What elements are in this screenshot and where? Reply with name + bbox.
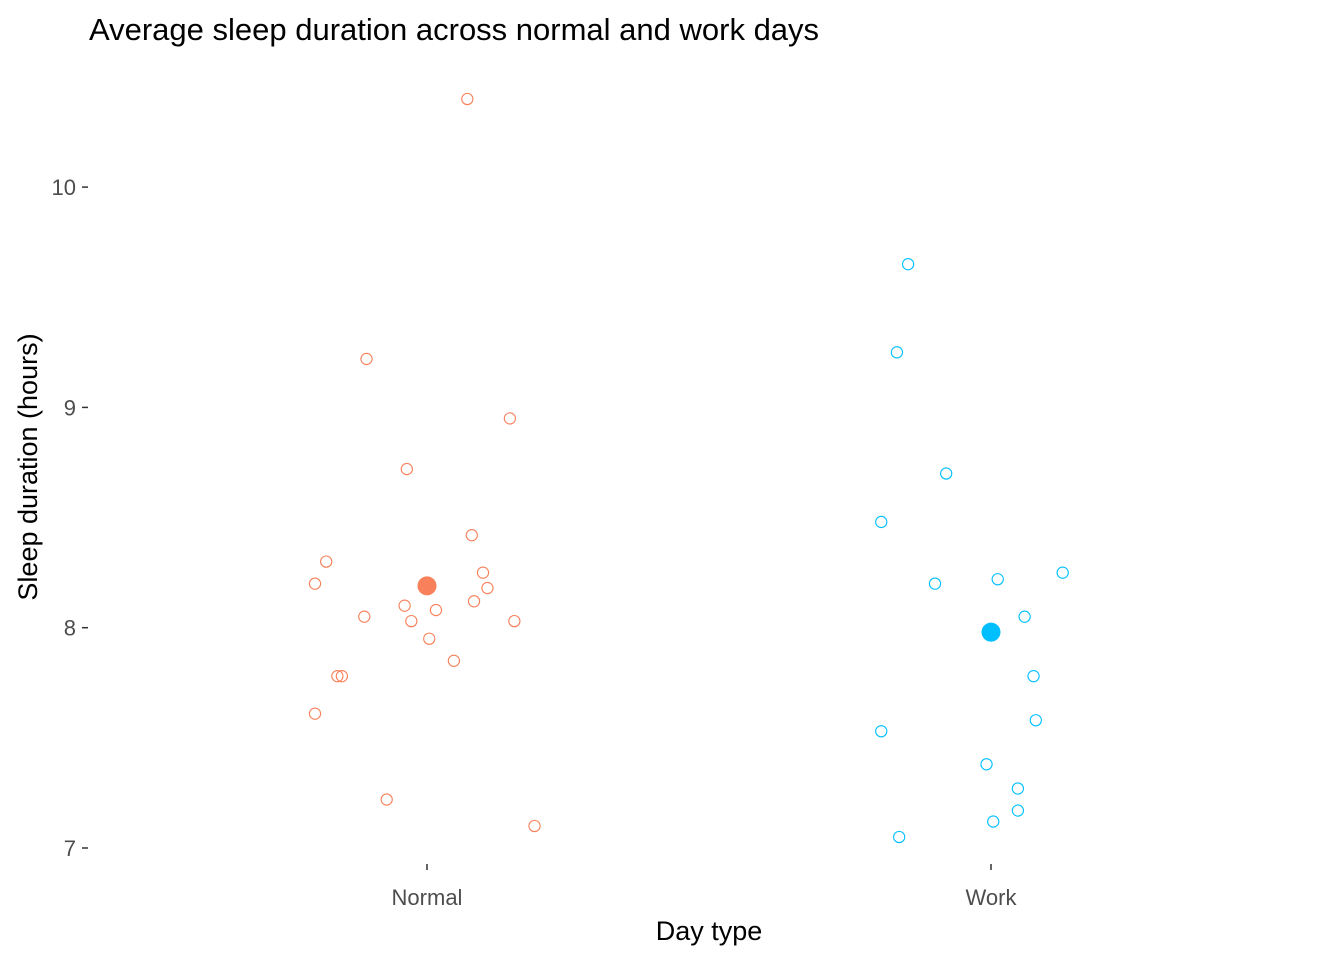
point-normal bbox=[380, 793, 393, 806]
point-normal bbox=[308, 707, 322, 720]
point-normal bbox=[481, 581, 494, 595]
point-normal bbox=[335, 670, 349, 683]
point-work bbox=[987, 815, 1000, 828]
point-normal bbox=[400, 462, 413, 476]
x-tick-label-normal: Normal bbox=[392, 885, 463, 910]
point-work bbox=[875, 515, 888, 529]
x-axis-title: Day type bbox=[656, 916, 763, 946]
point-normal bbox=[405, 614, 418, 628]
point-work bbox=[928, 577, 942, 590]
point-normal bbox=[358, 610, 371, 623]
point-work bbox=[1056, 566, 1069, 579]
point-normal bbox=[503, 412, 517, 425]
point-work bbox=[901, 258, 915, 271]
point-normal bbox=[398, 599, 411, 612]
point-normal bbox=[461, 92, 474, 106]
point-work bbox=[890, 346, 904, 359]
chart-title: Average sleep duration across normal and… bbox=[89, 12, 819, 47]
y-tick-label: 9 bbox=[64, 395, 76, 420]
point-work bbox=[1027, 670, 1040, 683]
point-work bbox=[1029, 714, 1042, 727]
point-normal bbox=[331, 670, 344, 683]
x-tick-label-work: Work bbox=[966, 885, 1018, 910]
y-axis-title: Sleep duration (hours) bbox=[13, 333, 43, 600]
y-tick-label: 10 bbox=[52, 175, 76, 200]
point-normal bbox=[467, 595, 481, 608]
point-normal bbox=[429, 603, 443, 617]
point-work bbox=[991, 573, 1004, 586]
point-normal bbox=[320, 555, 333, 568]
y-tick-label: 7 bbox=[64, 836, 76, 861]
point-normal bbox=[360, 352, 373, 366]
point-normal bbox=[447, 654, 461, 667]
point-work bbox=[875, 725, 888, 738]
mean-points bbox=[417, 576, 1001, 642]
point-work bbox=[1018, 610, 1031, 623]
point-normal bbox=[423, 632, 436, 645]
mean-point-work bbox=[981, 622, 1001, 642]
point-normal bbox=[508, 614, 521, 628]
point-normal bbox=[308, 577, 322, 590]
point-work bbox=[980, 758, 993, 771]
y-tick-label: 8 bbox=[64, 616, 76, 641]
point-normal bbox=[476, 566, 490, 579]
point-normal bbox=[528, 819, 541, 833]
point-work bbox=[1011, 804, 1025, 817]
data-points bbox=[308, 92, 1069, 844]
point-work bbox=[1011, 782, 1025, 795]
x-axis: Normal Work bbox=[392, 864, 1018, 910]
y-axis: 7 8 9 10 bbox=[52, 175, 88, 861]
point-normal bbox=[465, 529, 478, 542]
mean-point-normal bbox=[417, 576, 437, 596]
point-work bbox=[940, 467, 953, 480]
point-work bbox=[893, 830, 906, 844]
